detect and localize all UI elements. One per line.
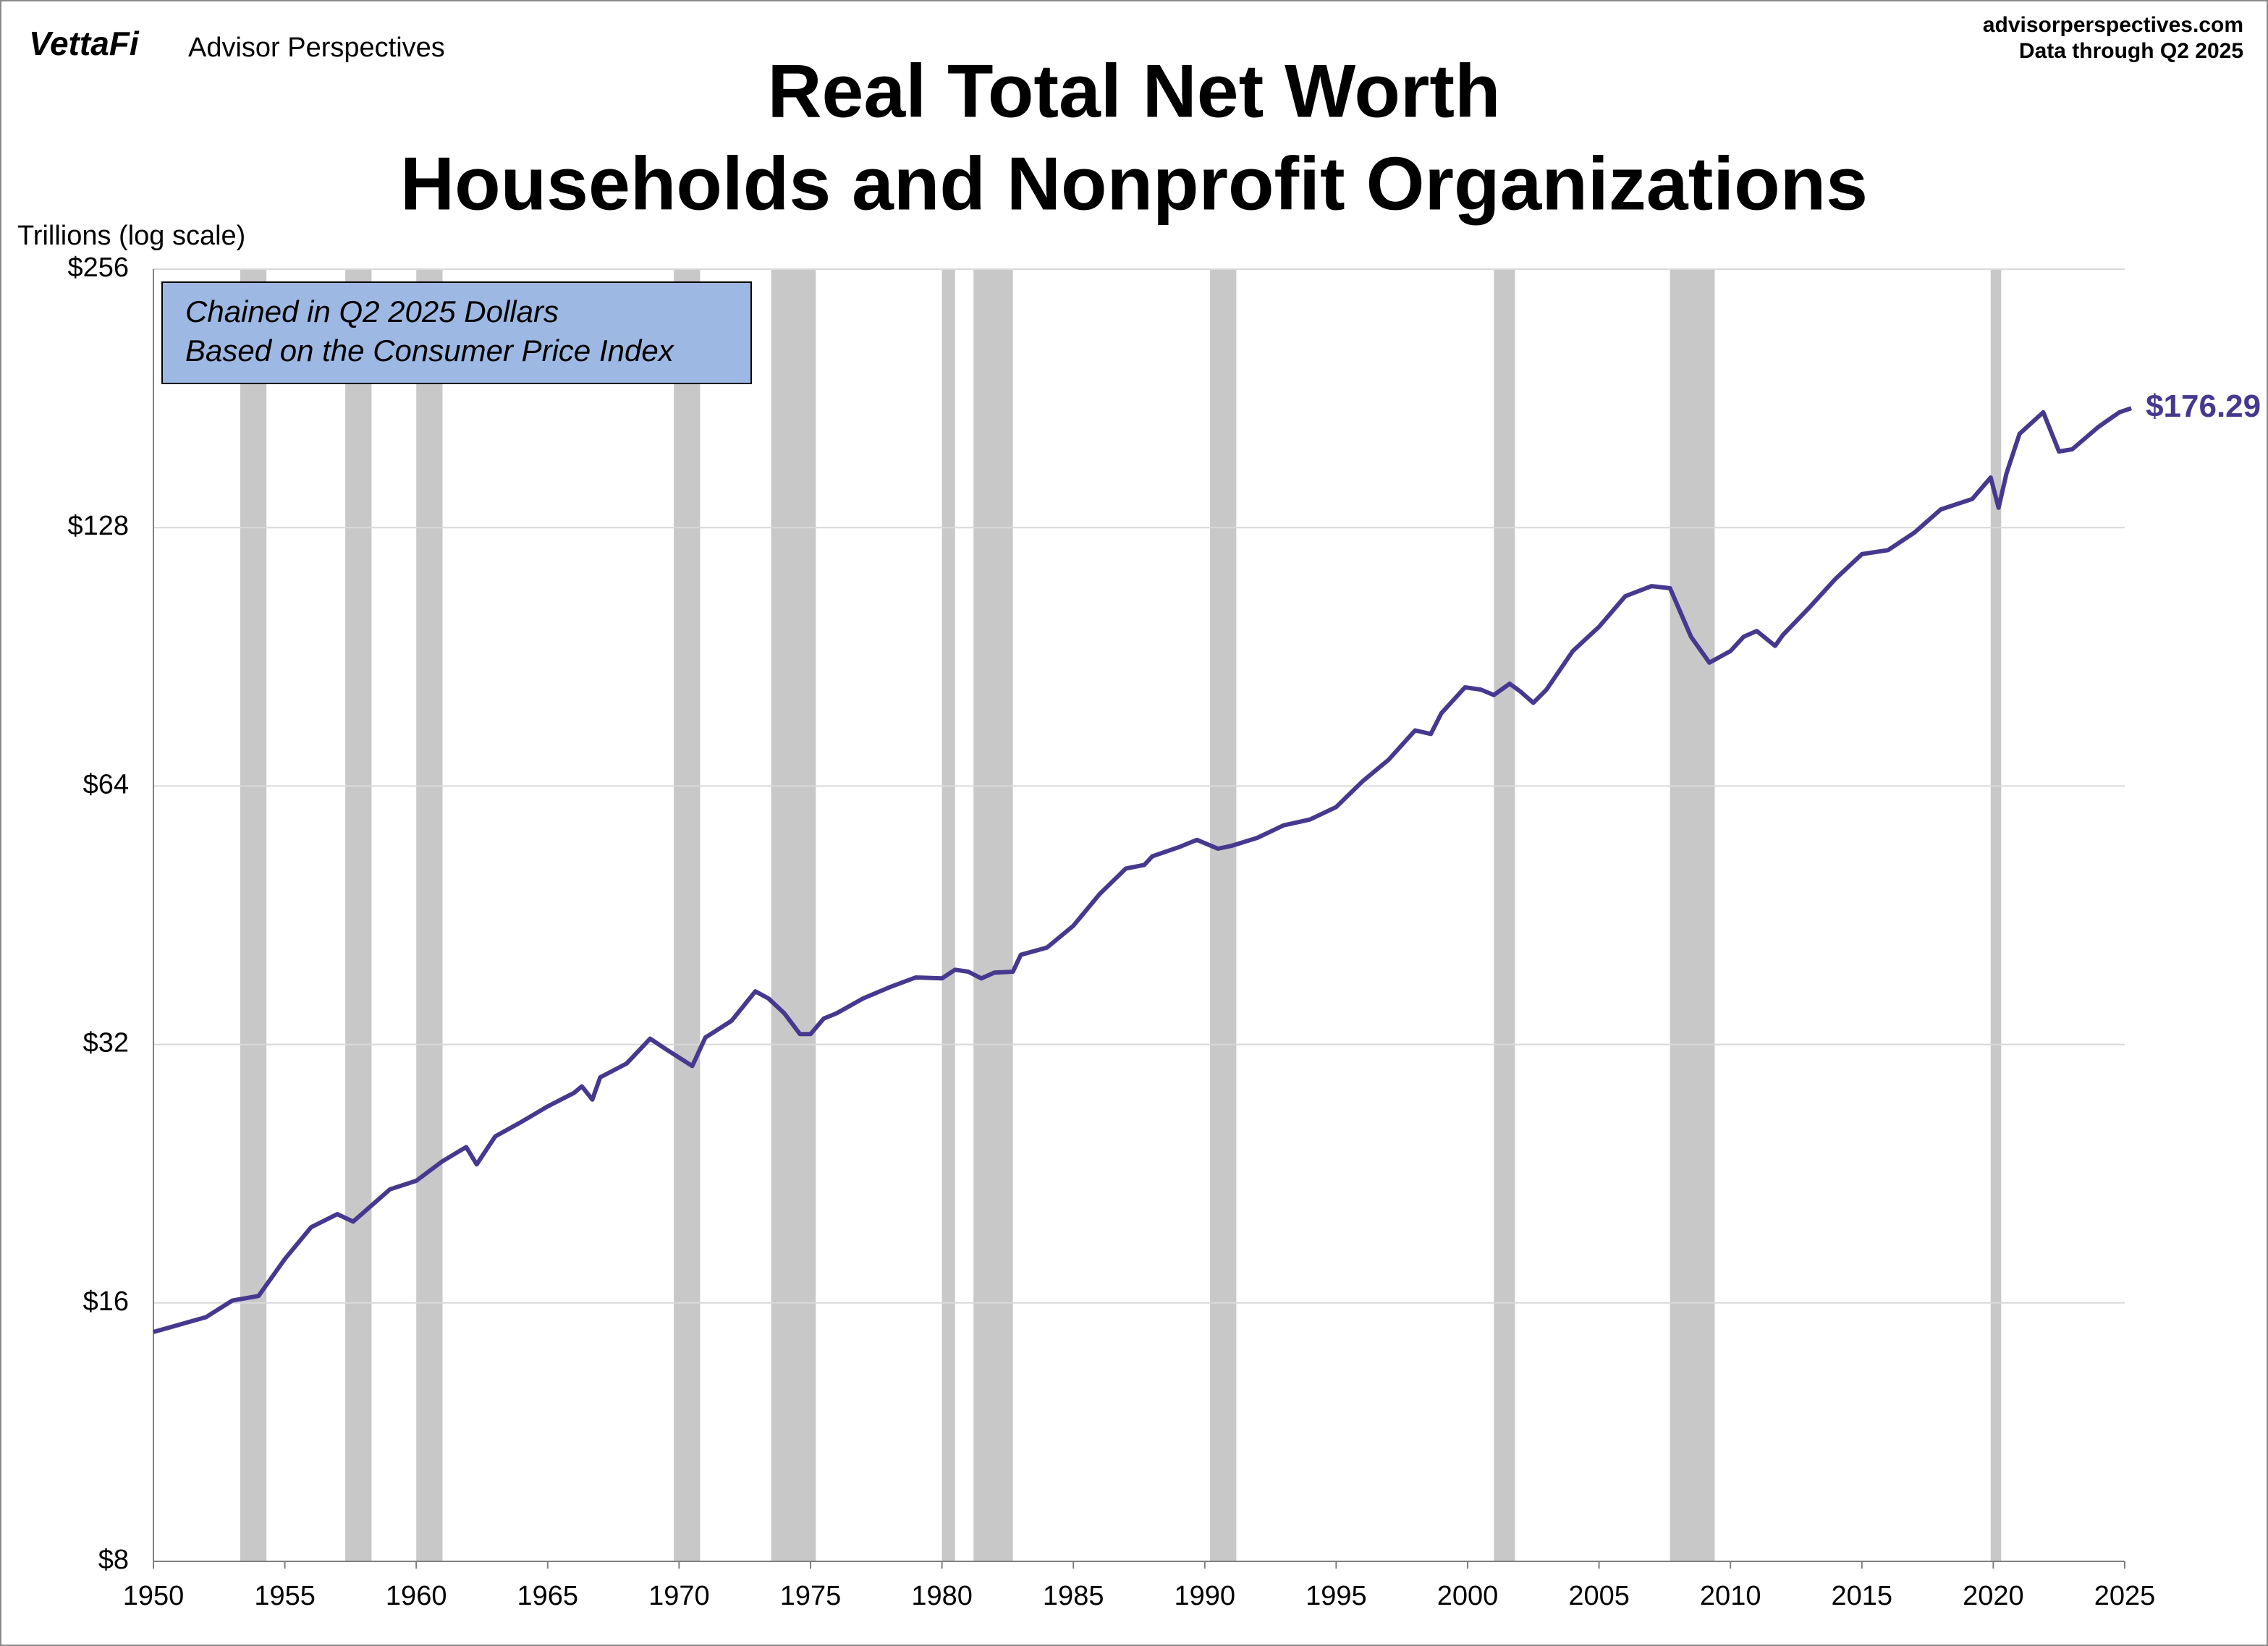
shaded-period xyxy=(1990,269,2002,1561)
shaded-period xyxy=(973,269,1013,1561)
value-label: $176.29 xyxy=(2146,389,2261,424)
y-tick-label: $128 xyxy=(67,511,129,541)
shaded-period xyxy=(345,269,372,1561)
brand: VettaFi xyxy=(29,25,140,62)
chart-title: Real Total Net Worth xyxy=(767,49,1500,133)
x-tick-label: 2020 xyxy=(1963,1581,2024,1611)
shaded-period xyxy=(416,269,443,1561)
x-tick-label: 1985 xyxy=(1043,1581,1104,1611)
y-tick-label: $64 xyxy=(83,769,129,799)
x-tick-label: 2015 xyxy=(1832,1581,1893,1611)
x-tick-label: 1990 xyxy=(1175,1581,1236,1611)
x-tick-label: 2000 xyxy=(1437,1581,1499,1611)
brand-sub: Advisor Perspectives xyxy=(188,33,445,63)
x-tick-label: 1980 xyxy=(911,1581,973,1611)
y-tick-label: $16 xyxy=(83,1286,129,1317)
y-axis-label: Trillions (log scale) xyxy=(17,221,245,251)
y-tick-label: $8 xyxy=(98,1545,129,1575)
annotation: Chained in Q2 2025 Dollars xyxy=(185,294,559,328)
x-tick-label: 1960 xyxy=(386,1581,447,1611)
series-line xyxy=(153,406,2133,1334)
shaded-period xyxy=(942,269,955,1561)
x-tick-label: 1965 xyxy=(517,1581,579,1611)
data-note: Data through Q2 2025 xyxy=(2019,39,2243,63)
chart-subtitle: Households and Nonprofit Organizations xyxy=(400,142,1868,226)
site: advisorperspectives.com xyxy=(1983,13,2243,37)
y-tick-label: $256 xyxy=(67,253,129,283)
shaded-period xyxy=(240,269,267,1561)
y-tick-label: $32 xyxy=(83,1028,129,1059)
shaded-period xyxy=(1210,269,1237,1561)
x-tick-label: 2010 xyxy=(1700,1581,1761,1611)
x-tick-label: 2025 xyxy=(2094,1581,2156,1611)
annotation-box xyxy=(161,281,752,384)
annotation: Based on the Consumer Price Index xyxy=(185,334,675,368)
x-tick-label: 1975 xyxy=(780,1581,842,1611)
shaded-period xyxy=(674,269,701,1561)
x-tick-label: 1970 xyxy=(648,1581,710,1611)
shaded-period xyxy=(771,269,816,1561)
x-tick-label: 1950 xyxy=(123,1581,185,1611)
x-tick-label: 1995 xyxy=(1306,1581,1367,1611)
x-tick-label: 1955 xyxy=(254,1581,316,1611)
x-tick-label: 2005 xyxy=(1568,1581,1630,1611)
shaded-period xyxy=(1494,269,1515,1561)
shaded-period xyxy=(1670,269,1715,1561)
